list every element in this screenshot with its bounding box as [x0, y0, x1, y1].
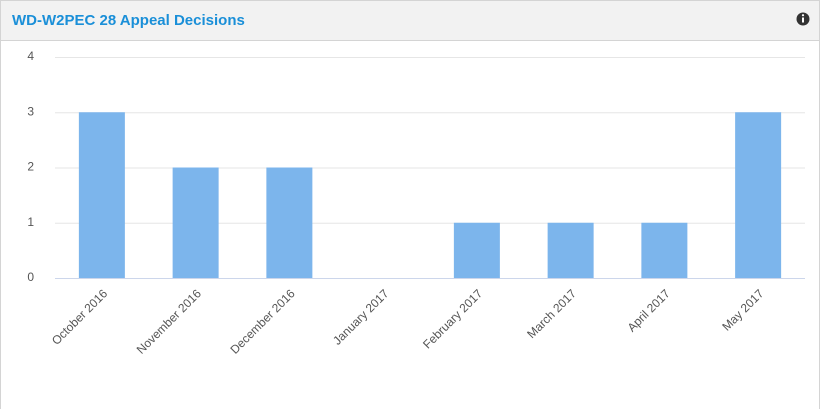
panel-header	[0, 0, 820, 41]
bar	[547, 222, 594, 278]
y-tick-label: 2	[27, 160, 34, 174]
bar	[735, 112, 782, 278]
bar	[453, 222, 500, 278]
info-icon[interactable]	[796, 12, 810, 26]
y-tick-label: 0	[27, 270, 34, 284]
y-tick-label: 1	[27, 215, 34, 229]
chart-title: WD-W2PEC 28 Appeal Decisions	[12, 12, 245, 29]
bar	[641, 222, 688, 278]
bar	[172, 167, 219, 278]
y-tick-label: 3	[27, 104, 34, 118]
bar	[78, 112, 125, 278]
y-tick-label: 4	[27, 49, 34, 63]
bar	[266, 167, 313, 278]
